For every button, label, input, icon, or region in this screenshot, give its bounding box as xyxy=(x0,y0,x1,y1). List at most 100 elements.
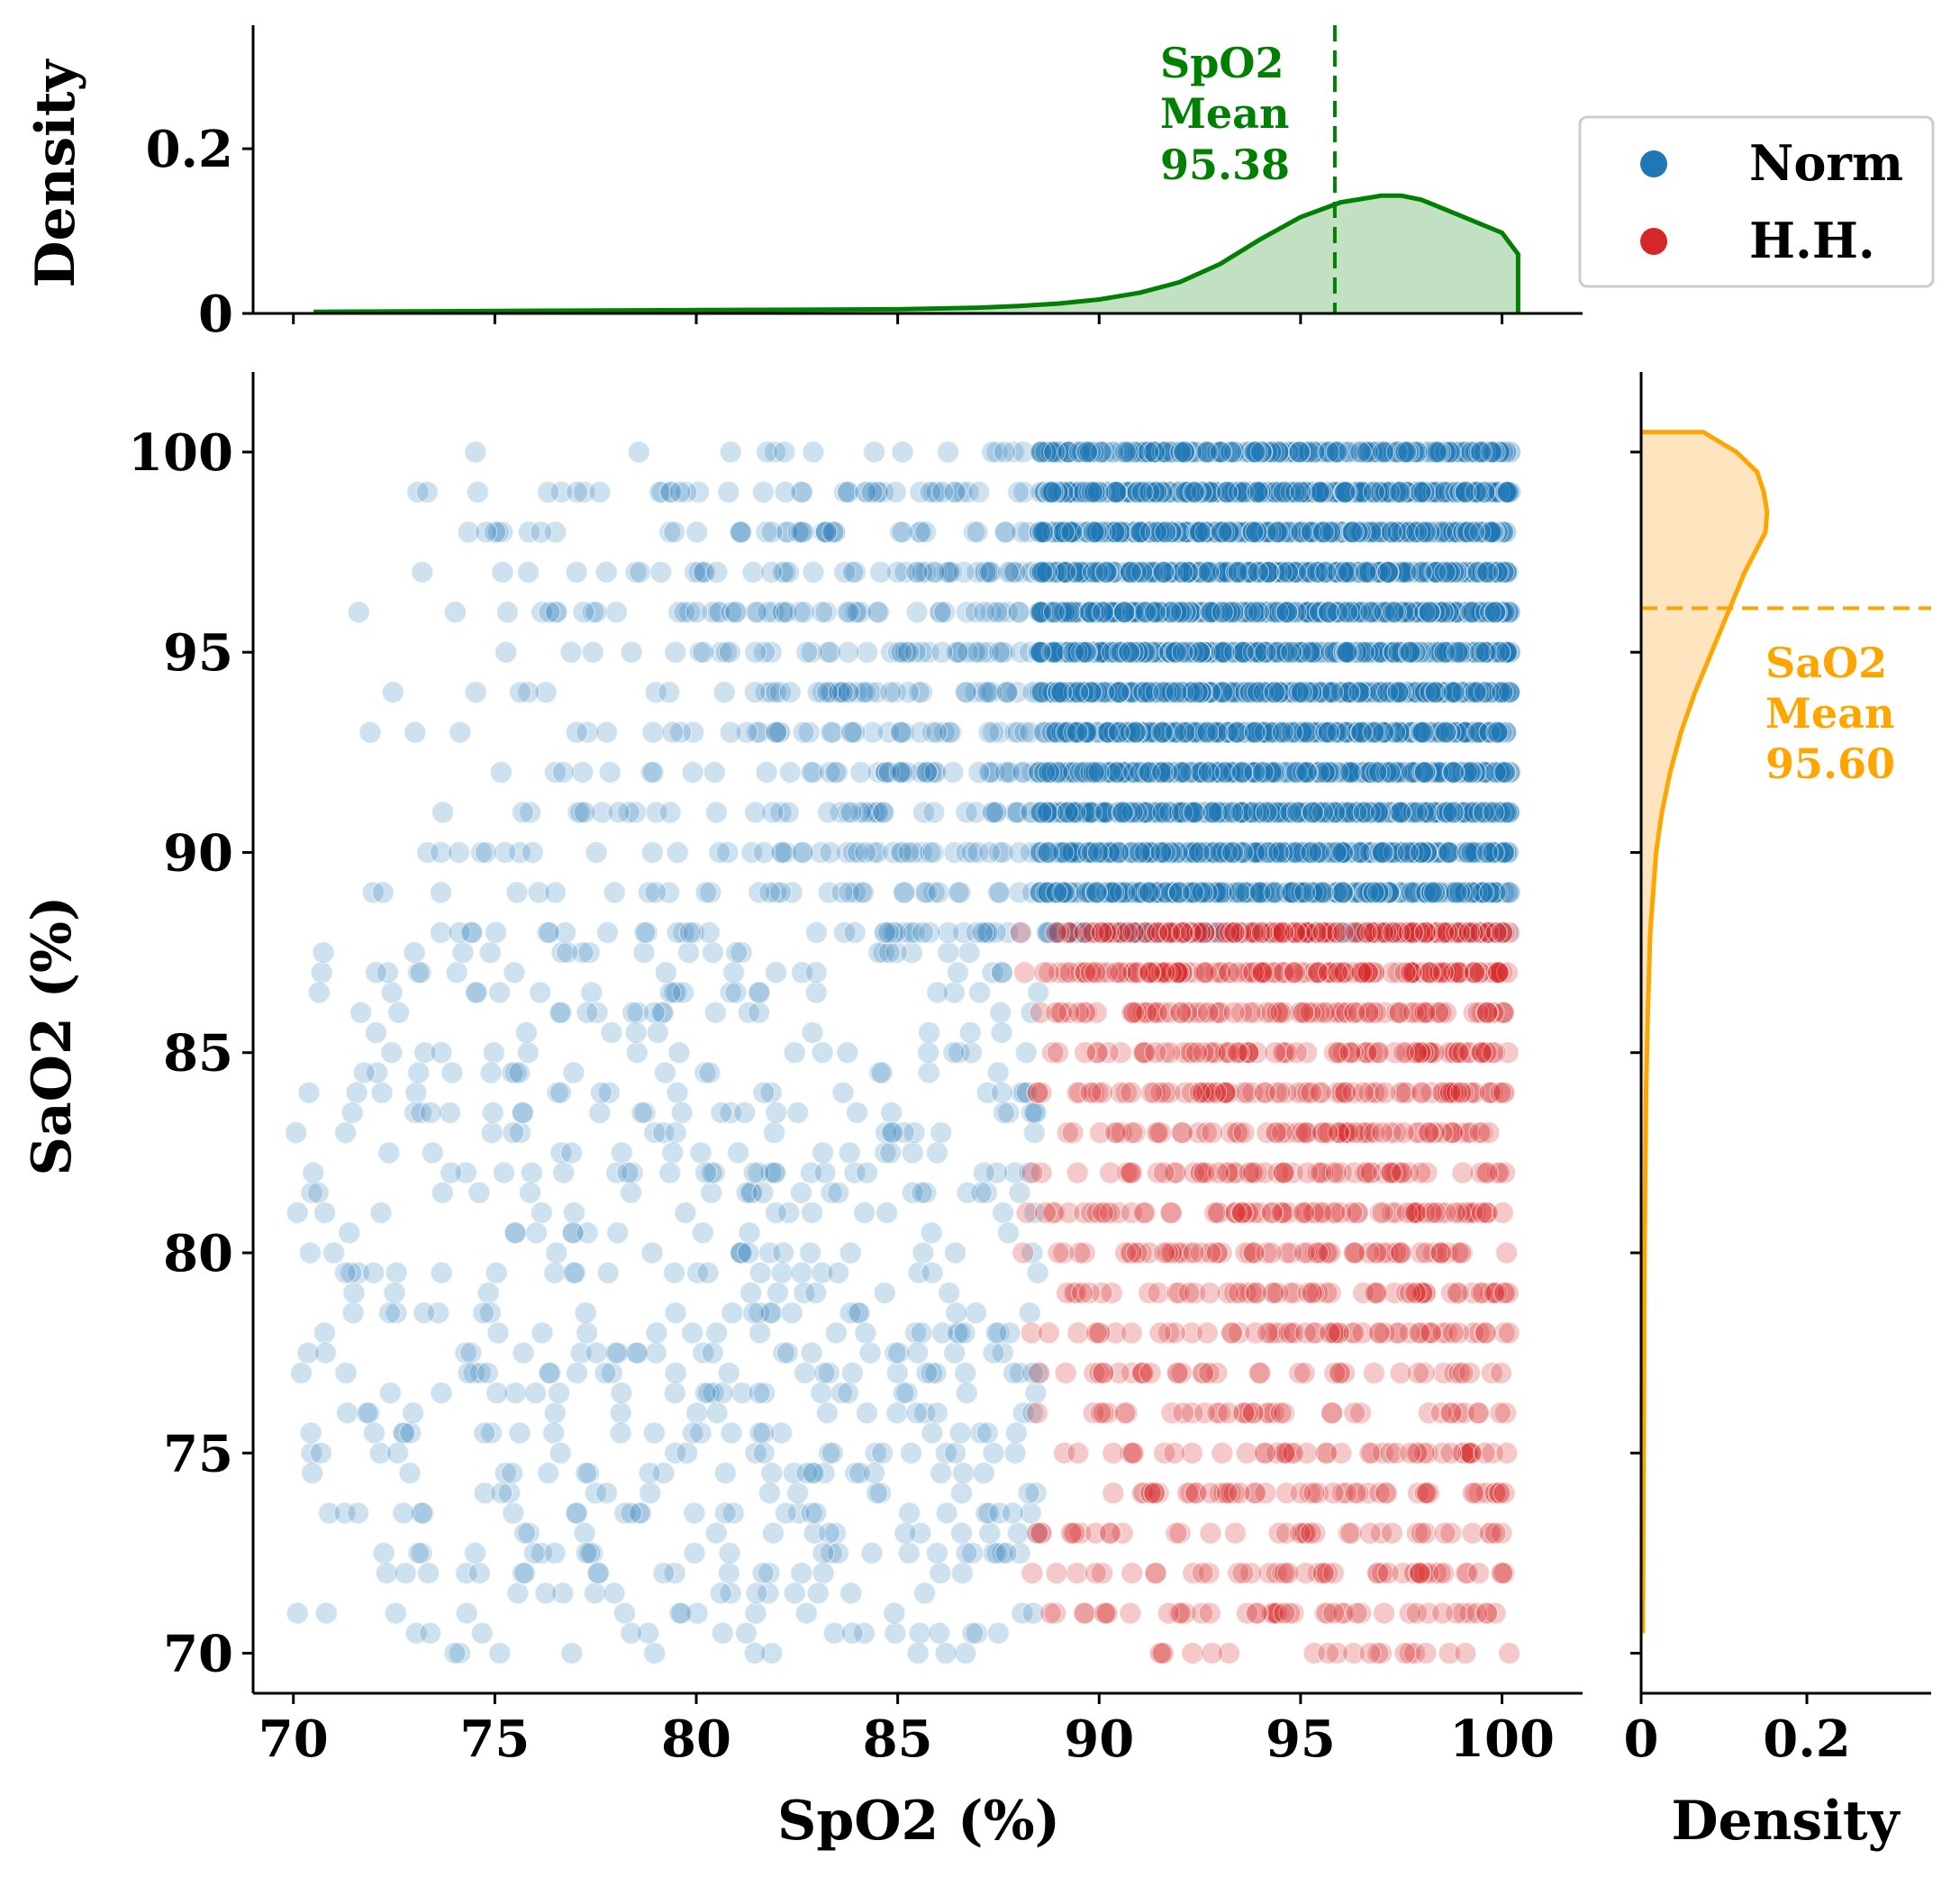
scatter-point xyxy=(763,1161,786,1184)
scatter-point xyxy=(890,640,913,664)
scatter-point xyxy=(778,760,802,784)
scatter-point xyxy=(745,1582,768,1605)
scatter-point xyxy=(862,440,886,464)
scatter-point xyxy=(594,721,619,744)
scatter-point xyxy=(380,1041,404,1065)
scatter-point xyxy=(485,1261,508,1284)
scatter-point xyxy=(954,1641,977,1665)
scatter-point xyxy=(621,1001,645,1024)
scatter-point xyxy=(430,1381,453,1405)
scatter-point xyxy=(946,961,970,984)
scatter-point xyxy=(971,920,994,945)
scatter-point xyxy=(905,560,929,584)
scatter-point xyxy=(387,1001,411,1024)
scatter-point xyxy=(852,1621,876,1645)
scatter-point xyxy=(987,1501,1012,1525)
scatter-point xyxy=(812,1541,835,1565)
scatter-point xyxy=(511,801,535,824)
scatter-point xyxy=(967,760,991,784)
scatter-point xyxy=(310,961,333,984)
scatter-point xyxy=(777,1201,801,1225)
scatter-point xyxy=(878,680,903,704)
scatter-point xyxy=(1488,640,1511,664)
scatter-point xyxy=(451,940,475,965)
scatter-point xyxy=(674,1201,697,1225)
scatter-point xyxy=(770,1261,794,1284)
scatter-point xyxy=(386,1441,410,1464)
scatter-point xyxy=(633,920,657,945)
scatter-point xyxy=(821,521,845,544)
scatter-point xyxy=(440,1061,464,1084)
scatter-point xyxy=(516,560,540,584)
scatter-point xyxy=(958,1020,982,1045)
scatter-point xyxy=(1380,521,1403,544)
scatter-point xyxy=(892,1381,915,1405)
scatter-point xyxy=(637,1621,660,1645)
scatter-point xyxy=(790,1261,813,1284)
scatter-point xyxy=(981,961,1004,984)
scatter-point xyxy=(692,640,715,664)
scatter-point xyxy=(769,801,793,824)
scatter-point xyxy=(641,760,665,784)
scatter-point xyxy=(585,1341,608,1365)
scatter-point xyxy=(666,840,689,865)
scatter-point xyxy=(664,640,687,664)
scatter-point xyxy=(942,981,966,1004)
scatter-point xyxy=(941,760,965,784)
scatter-point xyxy=(993,440,1017,464)
scatter-point xyxy=(447,840,471,865)
scatter-point xyxy=(652,1561,676,1585)
scatter-point xyxy=(708,840,731,865)
scatter-point xyxy=(889,721,913,744)
scatter-point xyxy=(583,1582,607,1605)
scatter-point xyxy=(743,680,767,704)
scatter-point xyxy=(549,1081,573,1104)
scatter-point xyxy=(301,1461,324,1485)
scatter-point xyxy=(815,1401,839,1425)
scatter-point xyxy=(484,920,508,945)
scatter-point xyxy=(1181,881,1205,904)
scatter-point xyxy=(361,881,385,904)
scatter-point xyxy=(470,1621,494,1645)
scatter-point xyxy=(652,1461,676,1485)
scatter-point xyxy=(534,680,558,704)
scatter-point xyxy=(933,601,957,624)
scatter-point xyxy=(645,1321,668,1345)
scatter-point xyxy=(751,1181,775,1204)
scatter-point xyxy=(717,1361,740,1385)
scatter-point xyxy=(719,721,742,744)
scatter-point xyxy=(581,640,604,664)
scatter-point xyxy=(415,480,439,504)
scatter-point xyxy=(551,1161,576,1184)
scatter-point xyxy=(455,1601,478,1625)
scatter-point xyxy=(752,1441,776,1464)
scatter-point xyxy=(878,1141,903,1165)
scatter-point xyxy=(1498,881,1521,904)
scatter-point xyxy=(377,1141,401,1165)
scatter-point xyxy=(822,1621,846,1645)
scatter-point xyxy=(710,1101,733,1125)
scatter-point xyxy=(362,1421,386,1445)
scatter-point xyxy=(802,440,825,464)
scatter-point xyxy=(522,1541,546,1565)
scatter-point xyxy=(802,1461,826,1485)
scatter-point xyxy=(717,480,740,504)
scatter-point xyxy=(594,560,618,584)
scatter-point xyxy=(897,840,921,865)
scatter-point xyxy=(991,1341,1015,1365)
scatter-point xyxy=(347,601,370,624)
scatter-point xyxy=(762,1120,786,1145)
scatter-point xyxy=(340,1101,364,1125)
scatter-point xyxy=(431,1181,454,1204)
scatter-point xyxy=(758,1482,782,1505)
scatter-point xyxy=(848,1461,872,1485)
scatter-point xyxy=(783,1041,806,1065)
scatter-point xyxy=(826,1261,850,1284)
scatter-point xyxy=(565,480,589,504)
scatter-point xyxy=(403,940,426,965)
scatter-point xyxy=(959,1041,984,1065)
scatter-point xyxy=(747,981,771,1004)
scatter-point xyxy=(549,1441,572,1464)
scatter-point xyxy=(307,981,331,1004)
